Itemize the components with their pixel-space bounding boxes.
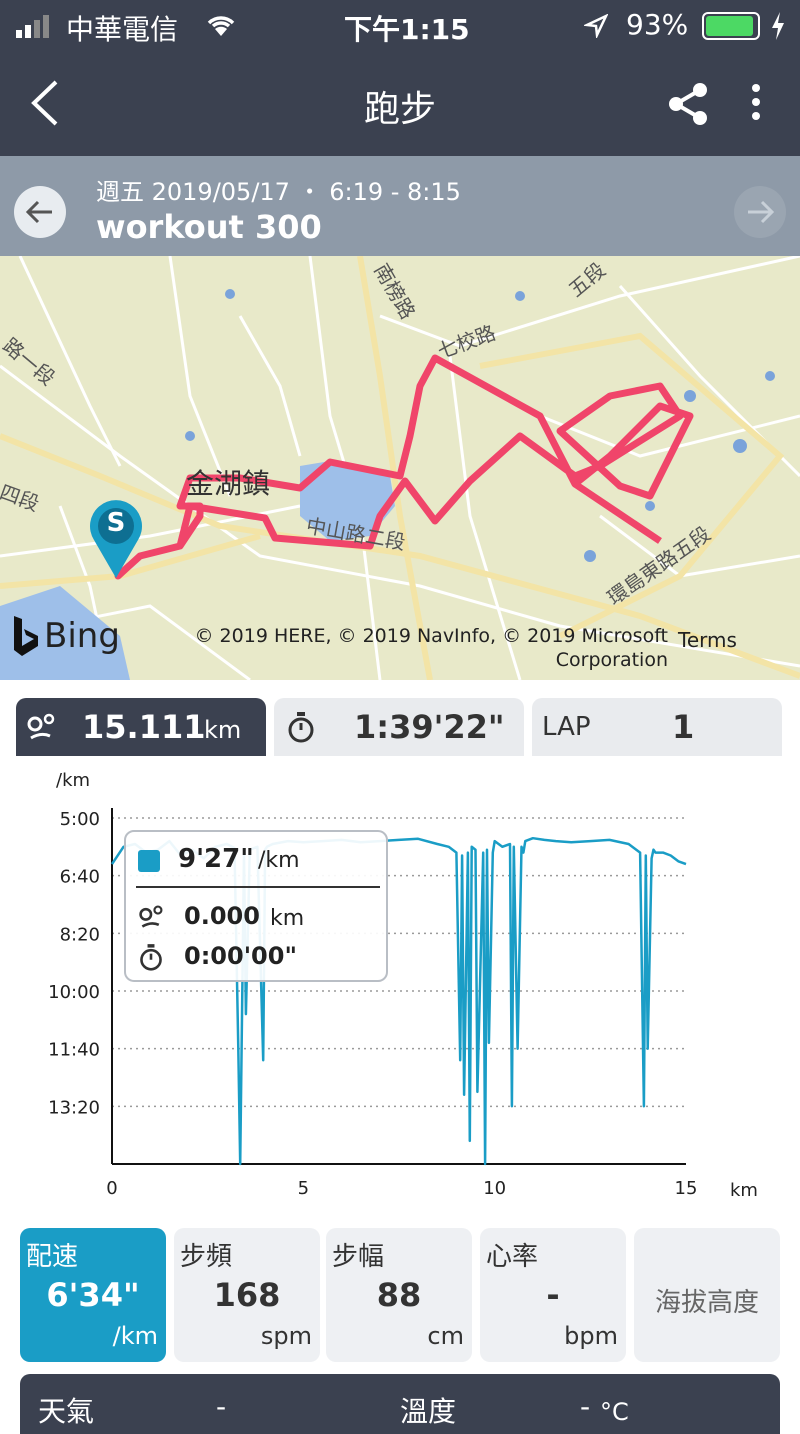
arrow-left-icon [25, 200, 52, 224]
next-workout-button[interactable] [734, 186, 786, 238]
app-header: 跑步 [0, 52, 800, 156]
y-tick-label: 11:40 [48, 1040, 100, 1061]
weather-label: 天氣 [38, 1395, 95, 1428]
distance-unit: km [204, 716, 242, 744]
stat-pace-unit: /km [112, 1322, 158, 1350]
y-axis-label: /km [56, 770, 90, 791]
start-marker[interactable]: S [86, 496, 146, 580]
tooltip-time: 0:00'00" [184, 942, 297, 970]
stat-heart-rate[interactable]: 心率 - bpm [480, 1228, 626, 1362]
map-canvas [0, 256, 800, 680]
weather-value: - [216, 1390, 227, 1423]
tab-duration[interactable]: 1:39'22" [274, 698, 524, 756]
y-tick-label: 8:20 [60, 924, 100, 945]
duration-value: 1:39'22" [354, 708, 505, 746]
arrow-right-icon [748, 200, 775, 224]
share-button[interactable] [664, 80, 712, 128]
wifi-icon [205, 12, 237, 42]
route-map[interactable]: 金湖鎮 七校路 環島東路五段 中山路二段 南榜路 五段 四段 路一段 S Bin… [0, 256, 800, 680]
route-icon [139, 905, 163, 928]
stat-stride[interactable]: 步幅 88 cm [326, 1228, 472, 1362]
stat-heart-rate-label: 心率 [486, 1242, 539, 1272]
stat-heart-rate-value: - [546, 1276, 560, 1314]
stat-stride-value: 88 [376, 1276, 422, 1314]
back-button[interactable] [20, 78, 70, 128]
clock: 下午1:15 [344, 13, 470, 46]
x-axis-label: km [730, 1180, 758, 1201]
workout-name: workout 300 [96, 208, 322, 246]
stat-heart-rate-unit: bpm [564, 1322, 618, 1350]
y-tick-label: 10:00 [48, 982, 100, 1003]
tooltip-distance: 0.000 [184, 902, 260, 930]
tooltip-pace: 9'27" [178, 844, 254, 874]
stat-altitude[interactable]: 海拔高度 [634, 1228, 780, 1362]
stopwatch-icon [288, 712, 314, 743]
temperature-unit: °C [600, 1398, 629, 1426]
tooltip-swatch [138, 850, 160, 872]
pace-chart-svg: /km 5:00 6:40 8:20 10:00 11:40 13:20 0 5 10 15 km [48, 770, 758, 1201]
location-icon [582, 13, 609, 42]
x-tick-label: 15 [675, 1178, 698, 1199]
stat-cadence[interactable]: 步頻 168 spm [174, 1228, 320, 1362]
page-title: 跑步 [363, 89, 436, 130]
y-tick-label: 13:20 [48, 1097, 100, 1118]
chevron-left-icon [31, 80, 58, 126]
y-tick-label: 5:00 [60, 809, 100, 830]
tooltip-pace-unit: /km [258, 848, 300, 873]
distance-value: 15.111 [82, 708, 206, 746]
route-icon [27, 713, 55, 740]
temperature-label: 溫度 [400, 1395, 457, 1428]
stopwatch-icon [140, 944, 162, 971]
x-tick-label: 0 [106, 1178, 117, 1199]
battery-icon [702, 12, 760, 40]
stat-pace[interactable]: 配速 6'34" /km [20, 1228, 166, 1362]
bing-brand: Bing [44, 616, 120, 656]
map-copyright: © 2019 HERE, © 2019 NavInfo, © 2019 Micr… [194, 625, 668, 671]
share-icon [669, 83, 707, 125]
map-terms-link[interactable]: Terms [678, 628, 737, 652]
stat-cadence-unit: spm [260, 1322, 312, 1350]
y-tick-label: 6:40 [60, 867, 100, 888]
charging-icon [770, 12, 786, 44]
stat-pace-label: 配速 [26, 1242, 79, 1272]
lap-value: 1 [672, 708, 695, 746]
stat-stride-label: 步幅 [332, 1242, 385, 1272]
previous-workout-button[interactable] [14, 186, 66, 238]
tab-distance[interactable]: 15.111 km [16, 698, 266, 756]
pace-series-line [110, 836, 687, 1166]
lap-label: LAP [542, 712, 591, 742]
battery-percent: 93% [626, 8, 689, 41]
stat-cadence-label: 步頻 [180, 1242, 233, 1272]
date-time: 週五 2019/05/17 ・ 6:19 - 8:15 [96, 178, 461, 206]
tab-lap[interactable]: LAP 1 [532, 698, 782, 756]
stat-altitude-label: 海拔高度 [654, 1288, 759, 1318]
tooltip-distance-unit: km [270, 906, 305, 931]
pace-chart[interactable]: /km 5:00 6:40 8:20 10:00 11:40 13:20 0 5 10 15 km 9… [0, 758, 800, 1208]
workout-header: 週五 2019/05/17 ・ 6:19 - 8:15 workout 300 [0, 156, 800, 256]
map-label-town: 金湖鎮 [186, 467, 271, 500]
weather-bar: 天氣 - 溫度 - °C [20, 1374, 780, 1434]
chart-tooltip: 9'27" /km 0.000 km 0:00'00" [124, 830, 388, 982]
stat-cadence-value: 168 [213, 1276, 281, 1314]
tooltip-divider [136, 886, 380, 888]
start-marker-label: S [106, 508, 126, 538]
more-button[interactable] [744, 82, 768, 126]
x-tick-label: 5 [298, 1178, 309, 1199]
more-vertical-icon [752, 84, 760, 120]
temperature-value: - [580, 1390, 591, 1423]
status-bar: 中華電信 下午1:15 93% [0, 0, 800, 52]
carrier-label: 中華電信 [66, 13, 179, 46]
bing-logo [12, 616, 40, 660]
stat-stride-unit: cm [427, 1322, 464, 1350]
signal-icon [16, 14, 60, 38]
x-tick-label: 10 [483, 1178, 506, 1199]
stat-pace-value: 6'34" [46, 1276, 140, 1314]
